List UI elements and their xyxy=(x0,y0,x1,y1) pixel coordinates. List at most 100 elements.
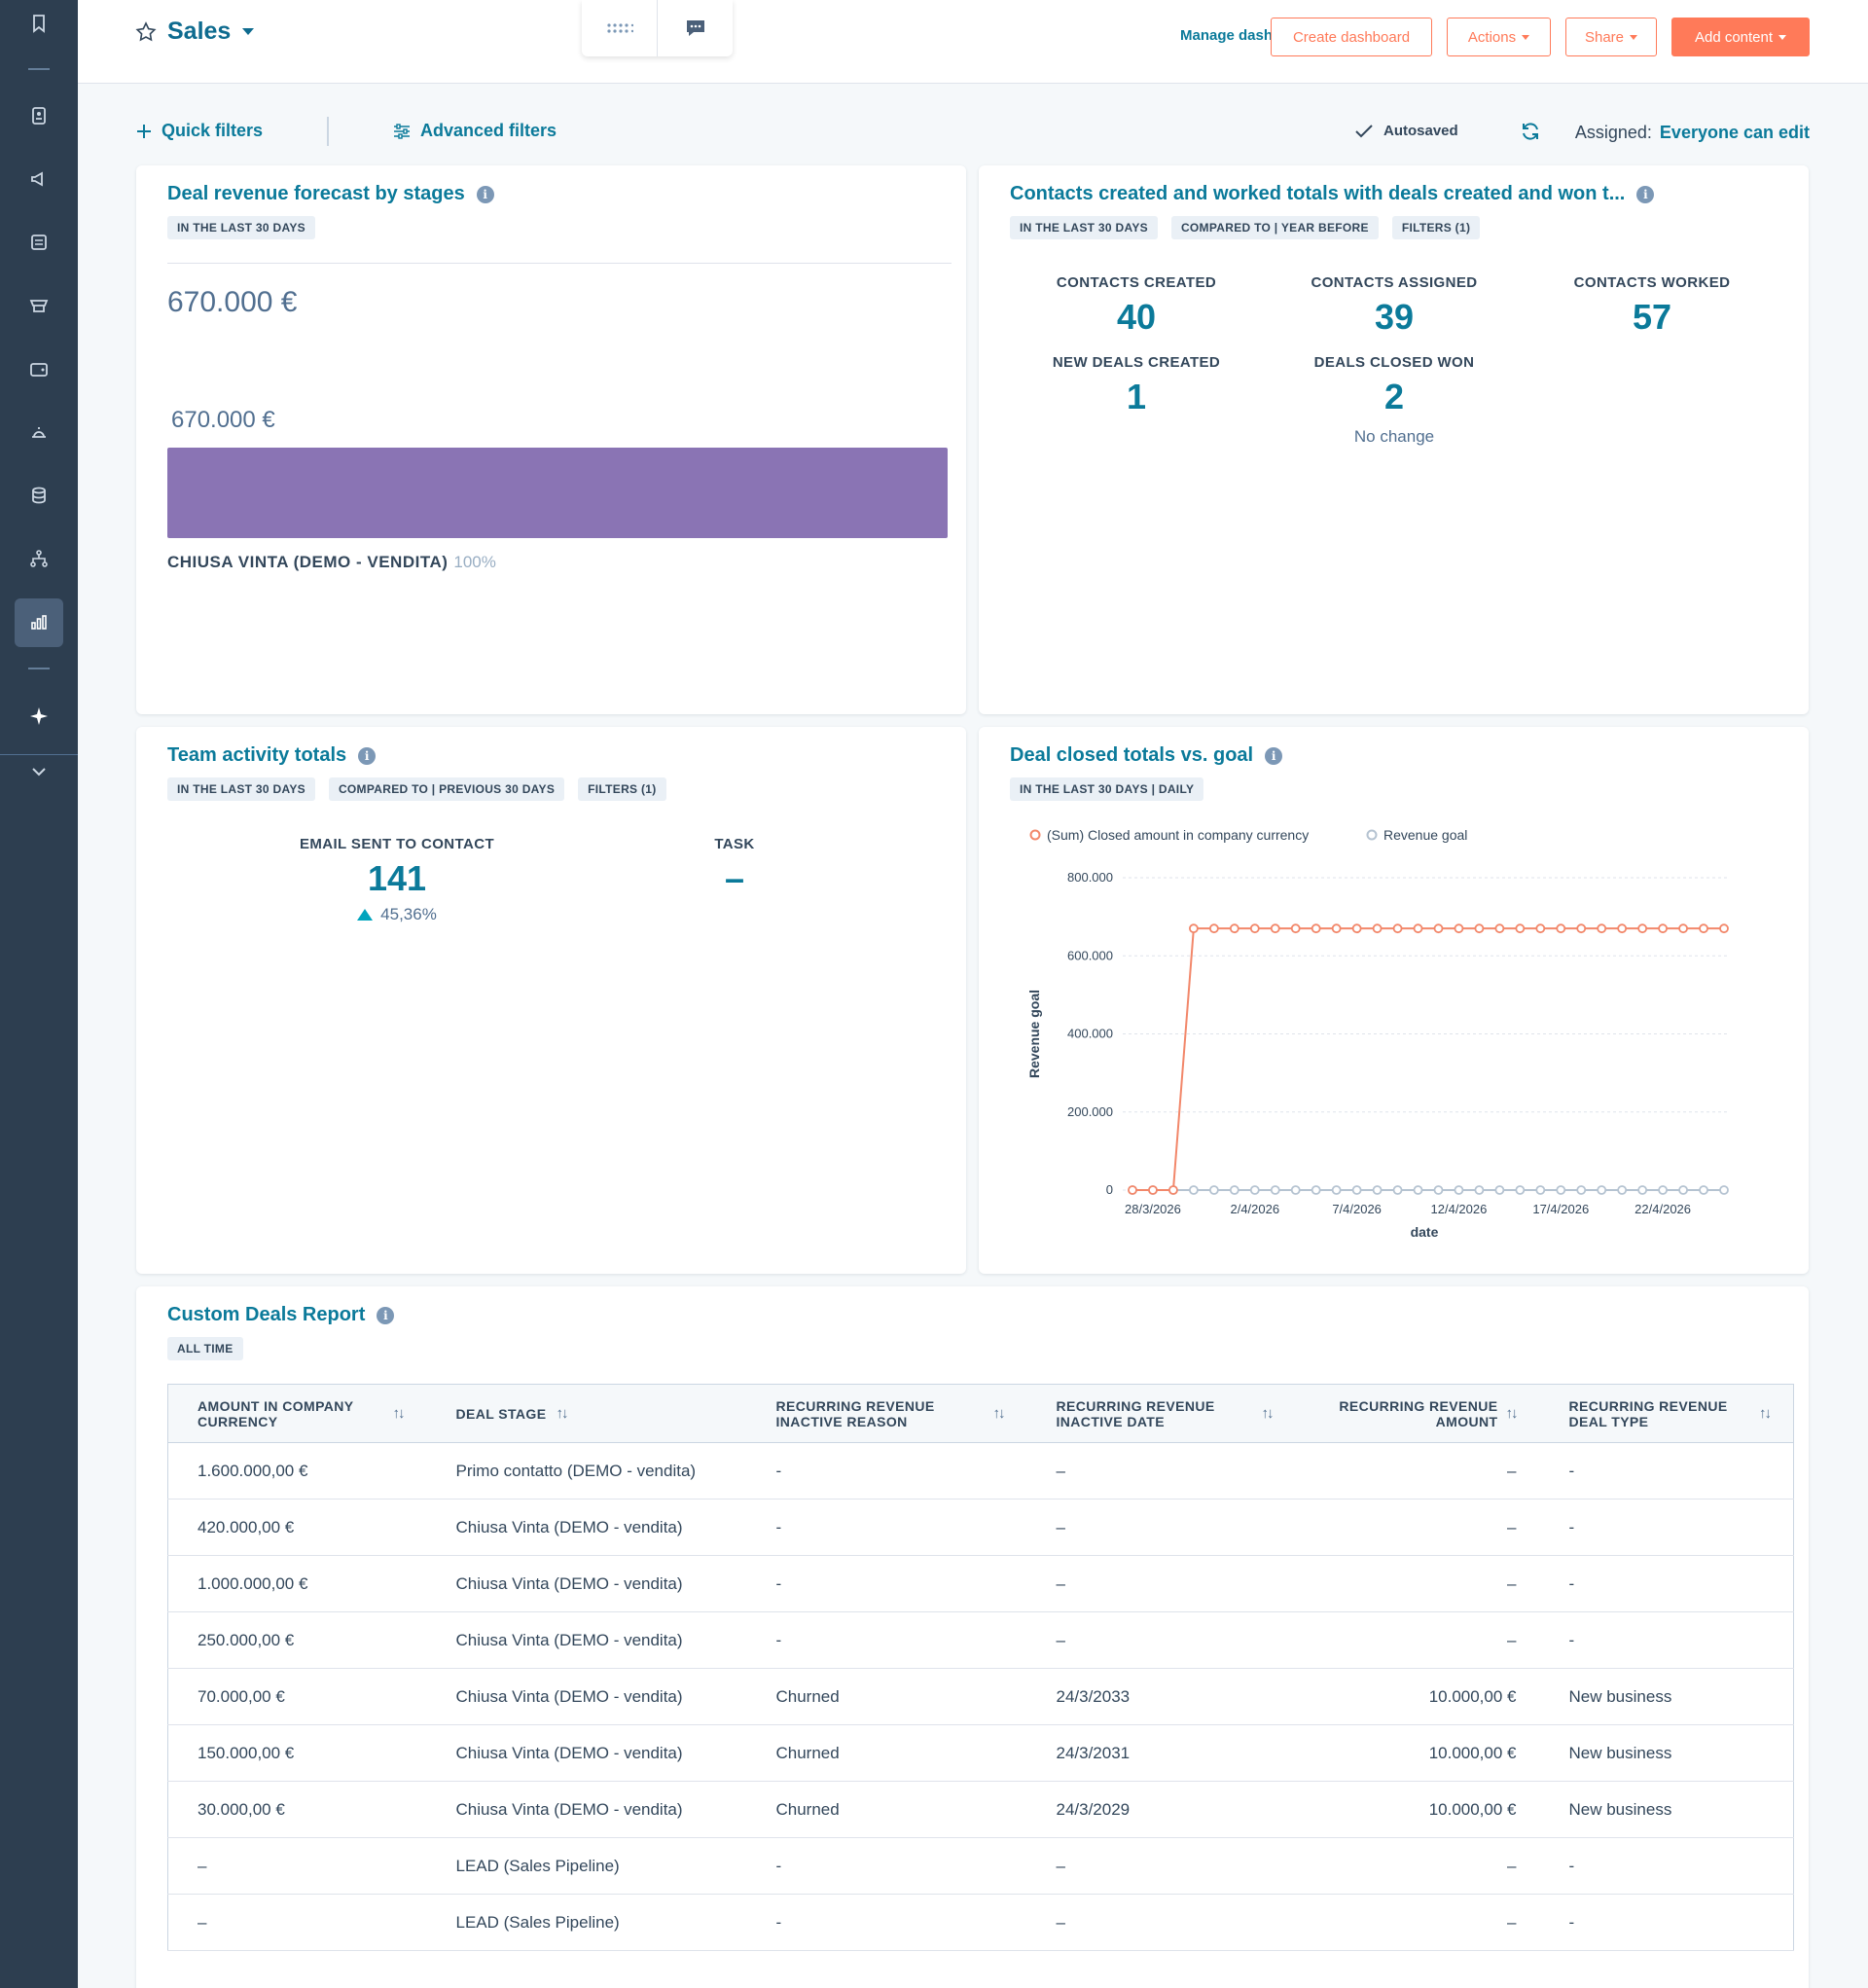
kpi-new-deals-created[interactable]: NEW DEALS CREATED 1 xyxy=(1010,354,1263,417)
data-point xyxy=(1658,923,1669,934)
kpi-change-note: No change xyxy=(1353,427,1435,446)
column-header-rr-amount[interactable]: RECURRING REVENUE AMOUNT ↑↓ xyxy=(1295,1384,1540,1443)
info-icon[interactable]: i xyxy=(476,185,494,203)
card-title-text[interactable]: Deal revenue forecast by stages xyxy=(167,183,465,204)
advanced-filters-button[interactable]: Advanced filters xyxy=(393,121,557,141)
actions-button[interactable]: Actions xyxy=(1447,18,1551,56)
card-title-text[interactable]: Contacts created and worked totals with … xyxy=(1010,183,1626,204)
data-point xyxy=(1331,923,1342,934)
table-row[interactable]: – LEAD (Sales Pipeline) - – – - xyxy=(167,1837,1794,1895)
legend-label: Revenue goal xyxy=(1383,827,1467,843)
plus-icon xyxy=(137,124,151,138)
kpi-deals-closed-won[interactable]: DEALS CLOSED WON 2 No change xyxy=(1268,354,1521,447)
sort-icon[interactable]: ↑↓ xyxy=(992,1405,1006,1422)
card-title[interactable]: Contacts created and worked totals with … xyxy=(1010,183,1655,205)
data-point xyxy=(1576,923,1587,934)
megaphone-icon[interactable] xyxy=(0,158,78,200)
table-row[interactable]: – LEAD (Sales Pipeline) - – – - xyxy=(167,1894,1794,1951)
share-label: Share xyxy=(1584,28,1625,46)
column-header-inactive-reason[interactable]: RECURRING REVENUE INACTIVE REASON ↑↓ xyxy=(746,1384,1027,1443)
kpi-email-sent[interactable]: EMAIL SENT TO CONTACT 141 45,36% xyxy=(241,836,553,924)
info-icon[interactable]: i xyxy=(1265,746,1283,765)
automation-icon[interactable] xyxy=(0,537,78,580)
card-title[interactable]: Deal closed totals vs. goal i xyxy=(1010,744,1283,767)
data-point xyxy=(1494,1185,1505,1195)
info-icon[interactable]: i xyxy=(1636,185,1655,203)
stage-bar[interactable] xyxy=(167,448,948,538)
kpi-contacts-worked[interactable]: CONTACTS WORKED 57 xyxy=(1526,274,1778,338)
kpi-contacts-created[interactable]: CONTACTS CREATED 40 xyxy=(1010,274,1263,338)
column-header-line: INACTIVE REASON xyxy=(775,1413,908,1429)
card-title[interactable]: Deal revenue forecast by stages i xyxy=(167,183,494,205)
assigned-status: Assigned: Everyone can edit xyxy=(1575,123,1810,143)
column-header-amount[interactable]: AMOUNT IN COMPANY CURRENCY ↑↓ xyxy=(167,1384,427,1443)
sort-icon[interactable]: ↑↓ xyxy=(392,1405,406,1422)
table-row[interactable]: 30.000,00 € Chiusa Vinta (DEMO - vendita)… xyxy=(167,1781,1794,1838)
deal-closed-vs-goal-card: Deal closed totals vs. goal i IN THE LAS… xyxy=(979,727,1809,1274)
data-point xyxy=(1719,1185,1729,1195)
sort-icon[interactable]: ↑↓ xyxy=(556,1405,568,1422)
column-header-inactive-date[interactable]: RECURRING REVENUE INACTIVE DATE ↑↓ xyxy=(1026,1384,1296,1443)
table-row[interactable]: 420.000,00 € Chiusa Vinta (DEMO - vendita… xyxy=(167,1499,1794,1556)
kpi-contacts-assigned[interactable]: CONTACTS ASSIGNED 39 xyxy=(1268,274,1521,338)
kpi-label: NEW DEALS CREATED xyxy=(1052,354,1221,371)
sort-icon[interactable]: ↑↓ xyxy=(1759,1405,1772,1422)
legend-marker xyxy=(1029,829,1041,841)
quick-filters-button[interactable]: Quick filters xyxy=(136,121,263,141)
caret-down-icon[interactable] xyxy=(242,28,255,35)
comments-tab[interactable] xyxy=(658,0,733,56)
dashboard-title-selector[interactable]: Sales xyxy=(134,18,255,46)
commerce-icon[interactable] xyxy=(0,284,78,327)
content-icon[interactable] xyxy=(0,221,78,264)
column-header-deal-stage[interactable]: DEAL STAGE ↑↓ xyxy=(426,1384,747,1443)
kpi-task[interactable]: TASK – xyxy=(628,836,842,899)
assigned-value-link[interactable]: Everyone can edit xyxy=(1659,123,1810,142)
table-row[interactable]: 150.000,00 € Chiusa Vinta (DEMO - vendita… xyxy=(167,1724,1794,1782)
table-cell: Churned xyxy=(746,1724,1027,1782)
filters-tag[interactable]: FILTERS (1) xyxy=(578,777,666,801)
star-icon[interactable] xyxy=(134,20,158,44)
table-row[interactable]: 1.000.000,00 € Chiusa Vinta (DEMO - vendi… xyxy=(167,1555,1794,1612)
table-cell: - xyxy=(1539,1442,1794,1500)
chevron-down-icon[interactable] xyxy=(0,750,78,793)
column-header-deal-type[interactable]: RECURRING REVENUE DEAL TYPE ↑↓ xyxy=(1539,1384,1794,1443)
dashboard-header: Sales Manage dashboards Create dashboard… xyxy=(78,0,1868,84)
contacts-icon[interactable] xyxy=(0,94,78,137)
card-title-text[interactable]: Team activity totals xyxy=(167,744,347,766)
info-icon[interactable]: i xyxy=(358,746,377,765)
filters-tag[interactable]: FILTERS (1) xyxy=(1391,216,1481,239)
filter-divider xyxy=(327,117,329,146)
reports-icon[interactable] xyxy=(0,601,78,644)
kpi-change: 45,36% xyxy=(241,905,553,924)
refresh-icon[interactable] xyxy=(1520,121,1541,147)
kpi-value: 57 xyxy=(1632,297,1672,337)
sliders-icon xyxy=(394,123,410,139)
card-title[interactable]: Team activity totals i xyxy=(167,744,377,767)
card-title-text[interactable]: Custom Deals Report xyxy=(167,1304,366,1325)
database-icon[interactable] xyxy=(0,474,78,517)
table-row[interactable]: 250.000,00 € Chiusa Vinta (DEMO - vendita… xyxy=(167,1611,1794,1669)
table-row[interactable]: 70.000,00 € Chiusa Vinta (DEMO - vendita)… xyxy=(167,1668,1794,1725)
bookmark-icon[interactable] xyxy=(0,2,78,45)
x-tick-label: 12/4/2026 xyxy=(1431,1202,1488,1216)
create-dashboard-button[interactable]: Create dashboard xyxy=(1271,18,1432,56)
data-point xyxy=(1454,923,1464,934)
x-tick-label: 28/3/2026 xyxy=(1125,1202,1181,1216)
dashboard-title[interactable]: Sales xyxy=(167,18,232,45)
comment-icon xyxy=(686,20,704,36)
add-content-button[interactable]: Add content xyxy=(1671,18,1810,56)
info-icon[interactable]: i xyxy=(377,1306,395,1324)
sort-icon[interactable]: ↑↓ xyxy=(1505,1405,1519,1422)
card-title-text[interactable]: Deal closed totals vs. goal xyxy=(1010,744,1254,766)
wallet-icon[interactable] xyxy=(0,347,78,390)
create-dashboard-label: Create dashboard xyxy=(1292,28,1411,46)
sort-icon[interactable]: ↑↓ xyxy=(1261,1405,1275,1422)
grid-view-tab[interactable] xyxy=(582,0,658,56)
card-title[interactable]: Custom Deals Report i xyxy=(167,1304,395,1326)
data-point xyxy=(1351,1185,1362,1195)
sparkle-icon[interactable] xyxy=(0,695,78,738)
service-bell-icon[interactable] xyxy=(0,411,78,453)
share-button[interactable]: Share xyxy=(1565,18,1657,56)
y-tick-label: 0 xyxy=(1106,1182,1113,1197)
table-row[interactable]: 1.600.000,00 € Primo contatto (DEMO - ven… xyxy=(167,1442,1794,1500)
